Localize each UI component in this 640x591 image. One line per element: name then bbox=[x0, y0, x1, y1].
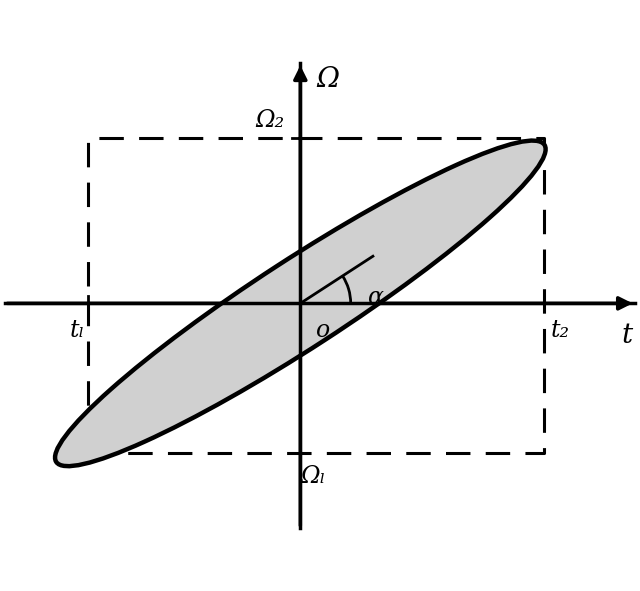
Text: Ω₂: Ω₂ bbox=[255, 109, 285, 132]
Text: Ωₗ: Ωₗ bbox=[300, 466, 326, 488]
Text: Ω: Ω bbox=[316, 66, 339, 93]
Text: tₗ: tₗ bbox=[70, 319, 84, 342]
Ellipse shape bbox=[55, 141, 546, 466]
Text: t₂: t₂ bbox=[550, 319, 570, 342]
Text: t: t bbox=[621, 322, 632, 349]
Text: o: o bbox=[316, 319, 330, 342]
Text: α: α bbox=[368, 285, 384, 309]
